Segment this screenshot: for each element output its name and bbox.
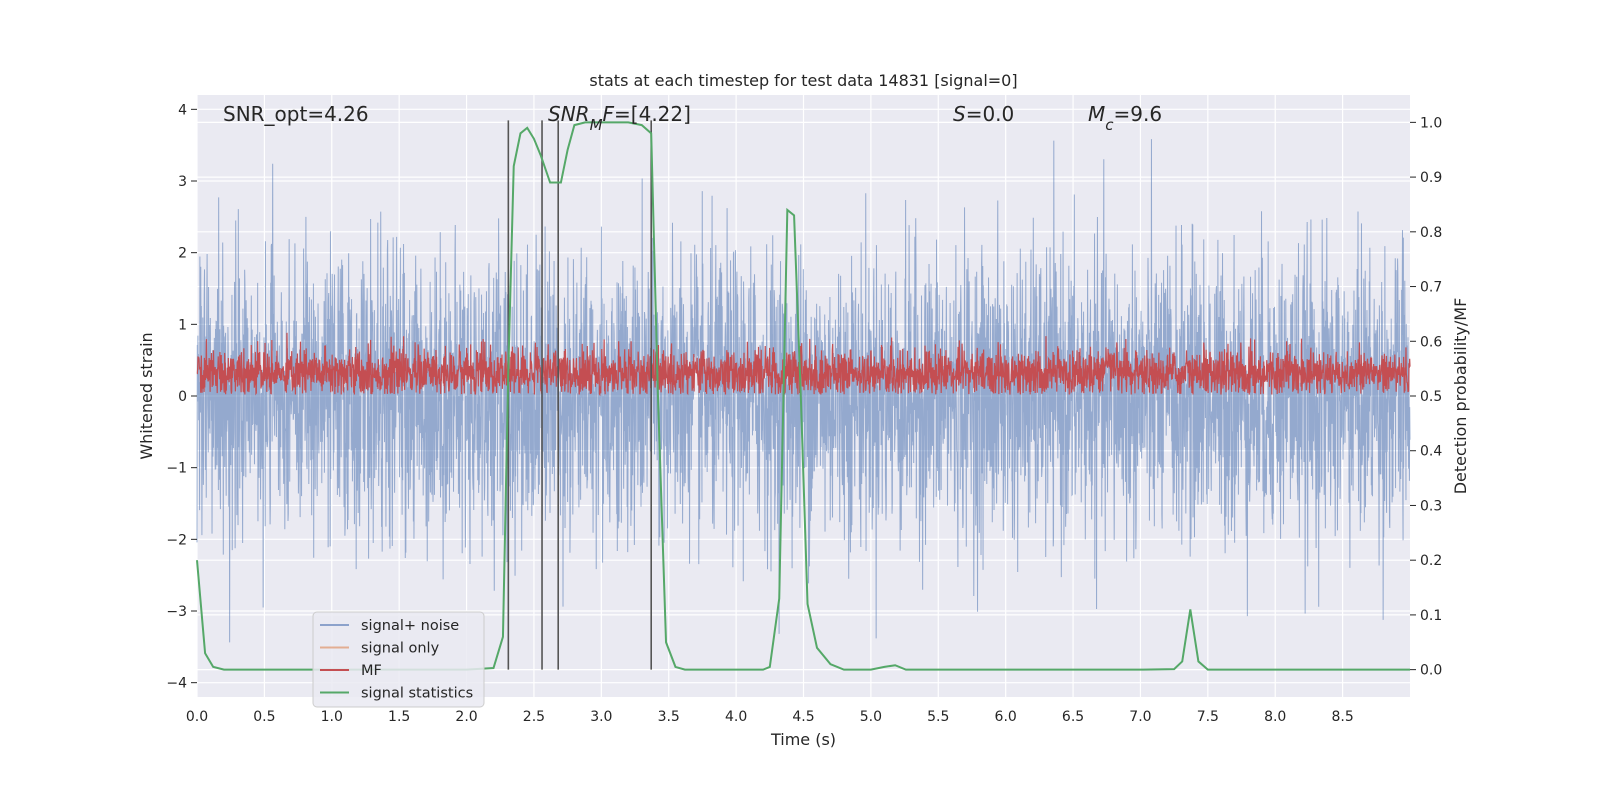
mf-series xyxy=(196,332,1411,397)
x-tick-label: 6.0 xyxy=(995,709,1017,725)
y2-tick-label: 0.2 xyxy=(1420,553,1442,569)
x-tick-label: 1.0 xyxy=(321,709,343,725)
x-tick-label: 7.0 xyxy=(1129,709,1151,725)
y-axis-label: Whitened strain xyxy=(137,332,156,459)
x-axis-label: Time (s) xyxy=(770,730,836,749)
annotation-snr-opt: SNR_opt=4.26 xyxy=(223,102,369,126)
y-tick-label: 3 xyxy=(178,174,187,190)
x-tick-label: 8.0 xyxy=(1264,709,1286,725)
x-tick-label: 4.5 xyxy=(792,709,814,725)
x-tick-label: 7.5 xyxy=(1197,709,1219,725)
x-tick-label: 5.5 xyxy=(927,709,949,725)
y-tick-label: −1 xyxy=(166,461,187,477)
y-tick-label: 1 xyxy=(178,317,187,333)
annotation-snr-mf: SNRMF=[4.22] xyxy=(548,102,691,134)
y2-tick-label: 0.8 xyxy=(1420,225,1442,241)
y2-tick-label: 0.1 xyxy=(1420,608,1442,624)
x-tick-label: 3.0 xyxy=(590,709,612,725)
x-tick-label: 2.5 xyxy=(523,709,545,725)
x-tick-label: 6.5 xyxy=(1062,709,1084,725)
y-tick-label: 0 xyxy=(178,389,187,405)
y2-tick-label: 0.6 xyxy=(1420,334,1442,350)
y2-tick-label: 0.7 xyxy=(1420,280,1442,296)
y2-tick-label: 0.9 xyxy=(1420,170,1442,186)
chart-title: stats at each timestep for test data 148… xyxy=(589,71,1017,90)
signal-statistics-series xyxy=(196,121,1410,671)
x-tick-label: 8.5 xyxy=(1331,709,1353,725)
annotation-s: S=0.0 xyxy=(953,102,1014,126)
legend-box xyxy=(312,611,485,708)
y2-tick-label: 1.0 xyxy=(1420,115,1442,131)
y-tick-label: −4 xyxy=(166,676,187,692)
annotation-mc: Mc=9.6 xyxy=(1088,102,1162,134)
axis-ticks: 0.0 0.5 1.0 1.5 2.0 2.5 3.0 3.5 4.0 4.5 5.0 5.5 6.0 6… xyxy=(166,102,1442,725)
y-tick-label: 2 xyxy=(178,246,187,262)
mf-line xyxy=(196,332,1411,397)
legend-label: signal+ noise xyxy=(361,618,459,634)
y-tick-label: −3 xyxy=(166,604,187,620)
legend-label: signal statistics xyxy=(361,686,473,702)
x-tick-label: 3.5 xyxy=(658,709,680,725)
y-tick-label: −2 xyxy=(166,532,187,548)
y2-tick-label: 0.4 xyxy=(1420,444,1442,460)
x-tick-label: 1.5 xyxy=(388,709,410,725)
legend-label: signal only xyxy=(361,641,440,657)
x-tick-label: 4.0 xyxy=(725,709,747,725)
y-tick-label: 4 xyxy=(178,102,187,118)
x-tick-label: 0.5 xyxy=(253,709,275,725)
y2-axis-label: Detection probability/MF xyxy=(1451,298,1470,495)
x-tick-label: 5.0 xyxy=(860,709,882,725)
x-tick-label: 2.0 xyxy=(455,709,477,725)
signal-statistics-line xyxy=(196,121,1410,671)
legend-label: MF xyxy=(361,663,382,679)
x-tick-label: 0.0 xyxy=(186,709,208,725)
y2-tick-label: 0.0 xyxy=(1420,663,1442,679)
y2-tick-label: 0.5 xyxy=(1420,389,1442,405)
y2-tick-label: 0.3 xyxy=(1420,498,1442,514)
legend: signal+ noise signal only MF signal statist… xyxy=(312,611,485,708)
